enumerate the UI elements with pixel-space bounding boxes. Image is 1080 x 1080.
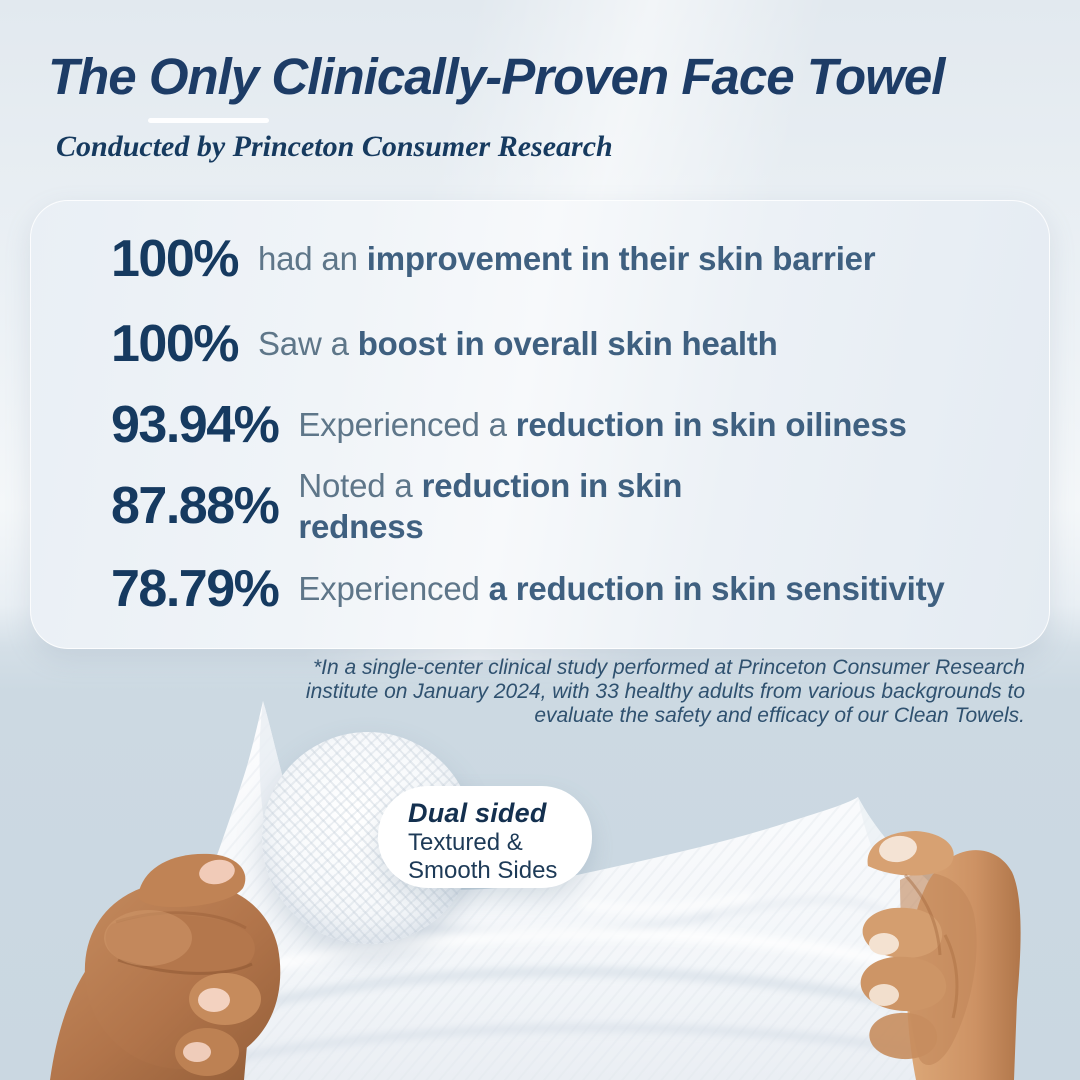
- left-hand: [50, 853, 281, 1080]
- right-hand: [860, 831, 1021, 1080]
- stat-percent: 100%: [111, 230, 240, 288]
- disclaimer-line: *In a single-center clinical study perfo…: [312, 656, 1025, 679]
- stat-row: 100% Saw a boost in overall skin health: [111, 315, 778, 373]
- dual-sided-badge: Dual sided Textured & Smooth Sides: [378, 786, 592, 888]
- stat-row: 93.94% Experienced a reduction in skin oi…: [111, 396, 907, 454]
- disclaimer-line: institute on January 2024, with 33 healt…: [305, 680, 1025, 703]
- badge-title: Dual sided: [408, 798, 547, 828]
- subtitle: Conducted by Princeton Consumer Research: [56, 130, 613, 163]
- stat-description: Experienced a reduction in skin oiliness: [298, 406, 907, 443]
- stat-percent: 93.94%: [111, 396, 280, 454]
- study-disclaimer: *In a single-center clinical study perfo…: [306, 656, 1025, 728]
- badge-line: Textured &: [408, 829, 523, 856]
- title-underline: [148, 118, 269, 123]
- stat-percent: 100%: [111, 315, 240, 373]
- stat-row: 87.88% Noted a reduction in skin redness: [111, 467, 682, 545]
- stat-description: had an improvement in their skin barrier: [258, 240, 876, 277]
- stat-row: 78.79% Experienced a reduction in skin se…: [111, 560, 945, 618]
- badge-line: Smooth Sides: [408, 857, 558, 884]
- disclaimer-line: evaluate the safety and efficacy of our …: [534, 704, 1025, 727]
- stat-description: Saw a boost in overall skin health: [258, 325, 778, 362]
- page-title: The Only Clinically-Proven Face Towel: [48, 48, 945, 105]
- stats-card: 100% had an improvement in their skin bar…: [30, 200, 1050, 649]
- stat-description: Experienced a reduction in skin sensitivi…: [298, 570, 945, 607]
- stat-row: 100% had an improvement in their skin bar…: [111, 230, 876, 288]
- stat-percent: 87.88%: [111, 477, 280, 535]
- stat-description: Noted a reduction in skin redness: [298, 466, 683, 545]
- stat-percent: 78.79%: [111, 560, 280, 618]
